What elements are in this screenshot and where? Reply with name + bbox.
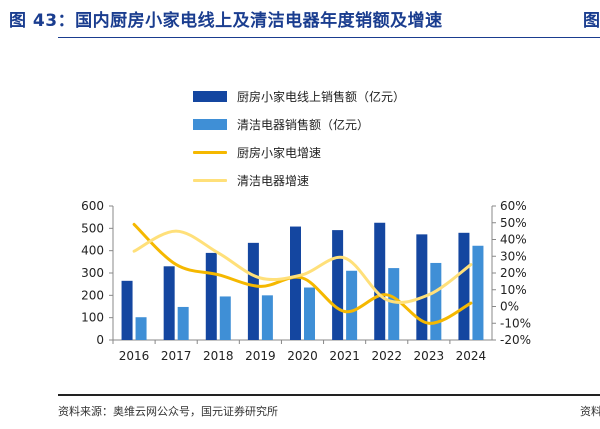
x-tick-label: 2016 [119,349,150,363]
y-tick-right-label: -20% [500,333,531,347]
bar-cleaning-sales [219,296,231,340]
bar-cleaning-sales [388,268,400,340]
line-cleaning-growth [132,229,473,304]
bar-cleaning-sales [135,317,147,340]
bar-kitchen-sales [458,232,470,340]
bar-cleaning-sales [261,295,273,340]
bar-kitchen-sales [374,222,386,340]
next-figure-title-fragment: 图 [583,11,600,31]
x-tick-label: 2021 [329,349,360,363]
bar-cleaning-sales [346,270,358,340]
legend-label-kitchen-growth: 厨房小家电增速 [237,145,322,160]
bar-kitchen-sales [247,242,259,340]
legend-swatch-kitchen-sales [193,90,227,102]
legend-label-cleaning-growth: 清洁电器增速 [237,173,310,188]
x-tick-label: 2020 [287,349,318,363]
legend-item-kitchen-growth: 厨房小家电增速 [193,138,405,166]
y-tick-left-label: 500 [81,221,104,235]
y-tick-right-label: 20% [500,266,527,280]
y-tick-right-label: 60% [500,199,527,213]
bar-cleaning-sales [472,245,484,340]
y-tick-right-label: 40% [500,233,527,247]
source-note: 资料来源：奥维云网公众号，国元证券研究所 [58,405,278,418]
y-tick-left-label: 400 [81,244,104,258]
next-source-fragment: 资料 [580,405,600,418]
legend-label-kitchen-sales: 厨房小家电线上销售额（亿元） [237,89,406,104]
legend-item-cleaning-growth: 清洁电器增速 [193,166,405,194]
y-tick-right-label: -10% [500,316,531,330]
line-kitchen-growth [132,222,473,325]
x-tick-label: 2017 [161,349,192,363]
y-tick-right-label: 10% [500,283,527,297]
y-tick-left-label: 300 [81,266,104,280]
legend-swatch-kitchen-growth [193,150,227,154]
y-tick-left-label: 200 [81,288,104,302]
figure-title: 图 43：国内厨房小家电线上及清洁电器年度销额及增速 [9,11,443,31]
x-tick-label: 2023 [414,349,445,363]
x-tick-label: 2019 [245,349,276,363]
bar-kitchen-sales [121,280,133,340]
y-tick-right-label: 30% [500,249,527,263]
legend-item-kitchen-sales: 厨房小家电线上销售额（亿元） [193,82,405,110]
bar-kitchen-sales [290,226,301,340]
legend-item-cleaning-sales: 清洁电器销售额（亿元） [193,110,405,138]
bar-cleaning-sales [177,306,189,340]
legend-swatch-cleaning-growth [193,178,227,182]
legend-swatch-cleaning-sales [193,118,227,130]
y-tick-right-label: 50% [500,216,527,230]
bar-kitchen-sales [163,266,175,340]
y-tick-left-label: 100 [81,311,104,325]
bar-kitchen-sales [332,230,344,340]
x-tick-label: 2022 [371,349,402,363]
bar-kitchen-sales [205,252,217,340]
x-tick-label: 2024 [456,349,487,363]
chart-legend: 厨房小家电线上销售额（亿元） 清洁电器销售额（亿元） 厨房小家电增速 清洁电器增… [193,82,405,194]
legend-label-cleaning-sales: 清洁电器销售额（亿元） [237,117,370,132]
x-tick-label: 2018 [203,349,234,363]
y-tick-left-label: 0 [96,333,104,347]
y-tick-right-label: 0% [500,300,519,314]
source-divider [58,394,600,396]
bar-cleaning-sales [304,287,315,340]
y-tick-left-label: 600 [81,199,104,213]
bar-cleaning-sales [430,262,442,340]
bar-kitchen-sales [416,234,428,340]
title-divider [58,37,600,38]
